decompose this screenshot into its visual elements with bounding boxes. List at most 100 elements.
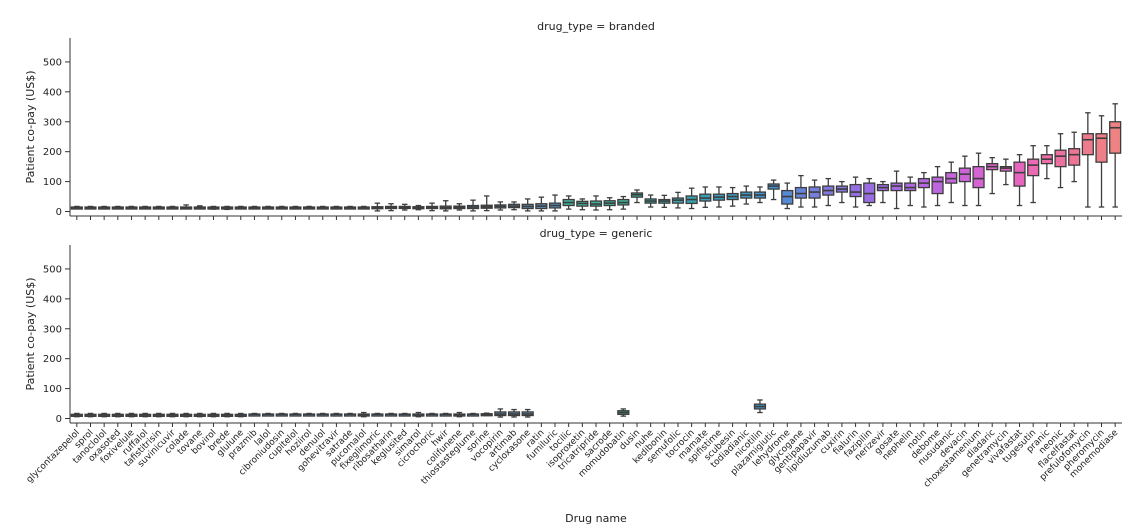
box-vocopirin (494, 201, 507, 211)
box-suvinicuvir (166, 412, 179, 418)
box-brede (221, 412, 234, 418)
box-vocopirin (494, 408, 507, 418)
box-artimab (507, 408, 521, 418)
y-tick-label: 0 (56, 414, 62, 425)
box-isoproxetin (576, 198, 589, 211)
box-iqr (1013, 161, 1026, 187)
box-hwir (439, 200, 452, 212)
box-sorine (480, 412, 493, 417)
box-tugesutin (1027, 145, 1040, 204)
box-nerizevir (876, 180, 890, 204)
x-axis-label: Drug name (565, 512, 627, 525)
box-iqr (1054, 149, 1067, 168)
box-prefulofomycin (1081, 112, 1094, 208)
box-denulol (316, 412, 329, 417)
panel-branded: drug_type = branded 0 100 200 300 400 500 Patie… (24, 20, 1122, 220)
y-tick-label: 200 (43, 147, 62, 158)
box-simarol (412, 204, 425, 211)
box-lehydrome (781, 182, 794, 210)
box-cicrochoric (425, 202, 439, 212)
box-lalol (261, 412, 275, 417)
box-cibroniudosin (275, 412, 288, 417)
box-foxivelule (125, 412, 138, 418)
box-colifunene (453, 411, 466, 418)
panel-title: drug_type = branded (537, 20, 655, 33)
box-genetramycin (999, 158, 1012, 186)
y-axis-label: Patient co-pay (US$) (24, 70, 37, 183)
box-simarol (412, 411, 425, 418)
box-oxasoted (111, 412, 124, 418)
box-tovane (193, 412, 206, 418)
y-tick-label: 400 (43, 87, 62, 98)
box-tafistitrisin (152, 412, 165, 418)
box-lipidiuzumab (822, 177, 835, 207)
box-colifunene (453, 203, 466, 211)
box-gohevitravir (330, 205, 343, 210)
box-iqr (1027, 158, 1040, 177)
box-ruffalol (139, 412, 152, 418)
box-iqr (972, 165, 985, 189)
box-lalol (261, 205, 275, 210)
box-iqr (1068, 148, 1081, 166)
box-suvinicuvir (166, 205, 179, 210)
box-momudobatin (617, 408, 630, 417)
box-nicotilin (753, 399, 767, 414)
box-iqr (931, 176, 944, 195)
box-bovirol (207, 205, 220, 210)
box-monemodiase (1109, 103, 1122, 208)
box-diadaric (986, 157, 999, 195)
box-iqr (1095, 133, 1108, 163)
box-fumiluric (548, 194, 562, 212)
box-satrade (343, 412, 357, 417)
box-pheromycin (1095, 115, 1108, 208)
box-fialurin (849, 176, 862, 208)
box-flacelfastat (1068, 131, 1081, 183)
box-pucomalol (357, 411, 370, 418)
y-tick-label: 500 (43, 57, 62, 68)
panel-generic: drug_type = generic 0 100 200 300 400 500 Patie… (24, 227, 1122, 427)
box-glycogane (794, 174, 808, 208)
box-iqr (1081, 133, 1094, 156)
box-debome (931, 165, 944, 207)
box-sprol (84, 412, 97, 418)
box-tricatripride (589, 195, 603, 211)
box-bovirol (207, 412, 220, 418)
box-nusudanic (945, 161, 958, 204)
box-colade (180, 412, 193, 418)
box-momudobatin (617, 195, 630, 210)
box-gosate (890, 170, 903, 210)
box-kedibonin (658, 194, 671, 208)
box-thiostasteglume (466, 199, 480, 212)
box-colade (180, 204, 193, 210)
y-axis-label: Patient co-pay (US$) (24, 277, 37, 390)
box-fazipilin (863, 177, 876, 207)
y-tick-label: 400 (43, 294, 62, 305)
box-cupitelol (289, 205, 302, 210)
box-semufolic (671, 191, 685, 209)
y-tick-label: 500 (43, 264, 62, 275)
box-pucomalol (357, 205, 370, 210)
box-tovane (193, 205, 206, 210)
box-fixeglimoric (371, 202, 384, 212)
box-fixeglimoric (371, 412, 384, 417)
box-sacrode (603, 197, 616, 211)
box-tanoclolol (98, 412, 111, 418)
box-cicrochoric (425, 412, 439, 417)
box-glycontazepelol (70, 205, 83, 210)
box-pranic (1040, 145, 1053, 180)
box-foxivelule (125, 205, 138, 210)
box-cibroniudosin (275, 205, 288, 210)
box-devacin (958, 155, 971, 207)
box-nuhe (644, 194, 657, 208)
box-thiostasteglume (466, 412, 480, 417)
y-tick-label: 200 (43, 354, 62, 365)
box-hoziirol (302, 412, 316, 417)
box-cycloxasone (521, 198, 534, 212)
box-denulol (316, 205, 329, 210)
box-keglusited (398, 412, 411, 417)
box-ribosatharin (384, 412, 398, 417)
box-tocilic (562, 195, 575, 210)
box-cuxirin (835, 180, 849, 204)
box-ratin (535, 196, 548, 212)
